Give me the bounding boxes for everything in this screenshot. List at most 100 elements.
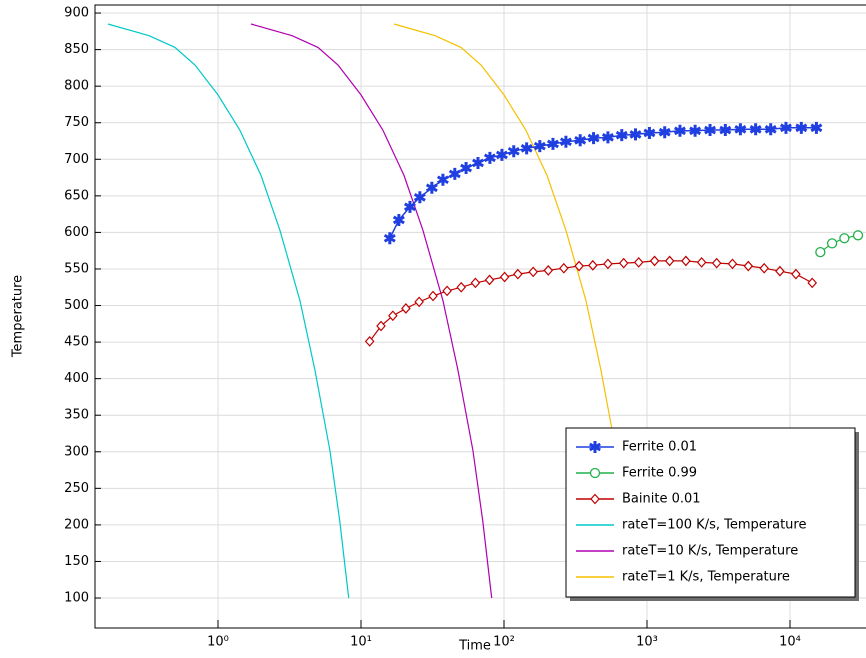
y-tick-label: 750 (64, 115, 89, 130)
x-axis-label: Time (458, 639, 491, 654)
marker (543, 265, 554, 276)
y-tick-label: 650 (64, 188, 89, 203)
series-line (819, 234, 859, 253)
y-tick-label: 850 (64, 42, 89, 57)
marker (507, 145, 520, 158)
marker (658, 126, 671, 139)
marker (470, 277, 481, 289)
marker (460, 162, 473, 175)
marker (520, 142, 533, 155)
marker (734, 123, 747, 136)
marker (727, 258, 738, 270)
marker (775, 265, 785, 277)
marker (456, 281, 467, 293)
marker (533, 140, 546, 153)
marker (436, 173, 449, 186)
legend-label: Bainite 0.01 (622, 492, 701, 507)
series-line (107, 23, 350, 599)
marker (499, 271, 510, 283)
marker (749, 123, 762, 136)
marker (629, 128, 642, 141)
marker (764, 123, 777, 136)
marker (401, 303, 411, 314)
y-tick-label: 300 (64, 444, 89, 459)
marker (603, 258, 613, 270)
marker (826, 238, 838, 249)
marker (618, 257, 629, 269)
y-tick-label: 250 (64, 481, 89, 496)
marker (483, 151, 496, 164)
marker (791, 268, 801, 280)
legend-label: Ferrite 0.99 (622, 466, 697, 481)
marker (364, 335, 375, 347)
marker (673, 124, 686, 137)
legend-box (565, 427, 856, 598)
marker (759, 262, 769, 274)
legend-label: rateT=100 K/s, Temperature (622, 518, 806, 533)
marker (448, 167, 461, 180)
x-tick-label: 10³ (636, 635, 658, 650)
marker (574, 134, 587, 147)
marker (779, 121, 792, 134)
marker (546, 137, 559, 150)
marker (590, 493, 600, 505)
marker (574, 260, 584, 272)
marker (852, 230, 864, 241)
marker (711, 257, 722, 269)
marker (704, 124, 717, 137)
legend: Ferrite 0.01 Ferrite 0.99 Bainite 0.01 rate… (565, 427, 859, 601)
marker (643, 126, 656, 139)
y-tick-label: 450 (64, 335, 89, 350)
marker (513, 268, 523, 280)
marker (383, 232, 396, 245)
y-tick-label: 200 (64, 517, 89, 532)
legend-label: rateT=1 K/s, Temperature (622, 570, 790, 585)
marker (403, 200, 416, 213)
marker (839, 233, 850, 244)
marker (472, 156, 484, 169)
y-tick-label: 550 (64, 261, 89, 276)
y-tick-label: 800 (64, 79, 89, 94)
marker (743, 260, 754, 272)
x-tick-label: 10¹ (350, 635, 372, 650)
marker (588, 259, 598, 271)
marker (589, 441, 601, 453)
series-line (369, 260, 813, 342)
marker (528, 266, 538, 278)
marker (589, 467, 601, 479)
marker (495, 148, 508, 161)
marker (601, 131, 614, 144)
y-tick-label: 700 (64, 152, 89, 167)
marker (681, 255, 691, 267)
x-tick-label: 10⁴ (779, 635, 801, 650)
marker (442, 285, 452, 297)
legend-label: Ferrite 0.01 (622, 440, 697, 455)
y-tick-label: 100 (64, 591, 89, 606)
marker (696, 256, 707, 268)
x-tick-label: 10² (493, 635, 515, 650)
marker (795, 121, 808, 134)
marker (649, 255, 660, 267)
y-tick-label: 350 (64, 408, 89, 423)
marker (484, 274, 495, 286)
y-tick-label: 500 (64, 298, 89, 313)
marker (414, 296, 424, 308)
marker (689, 124, 702, 137)
marker (719, 124, 732, 137)
marker (633, 256, 644, 268)
y-axis-label: Temperature (11, 275, 26, 358)
marker (559, 135, 572, 148)
marker (559, 262, 569, 274)
marker (810, 121, 823, 134)
marker (815, 247, 826, 258)
marker (392, 213, 405, 226)
y-tick-label: 400 (64, 371, 89, 386)
series-line (389, 127, 817, 239)
y-tick-label: 600 (64, 225, 89, 240)
axis-frame (94, 4, 866, 629)
marker (425, 181, 438, 194)
y-tick-label: 900 (64, 6, 89, 21)
marker (376, 320, 386, 332)
